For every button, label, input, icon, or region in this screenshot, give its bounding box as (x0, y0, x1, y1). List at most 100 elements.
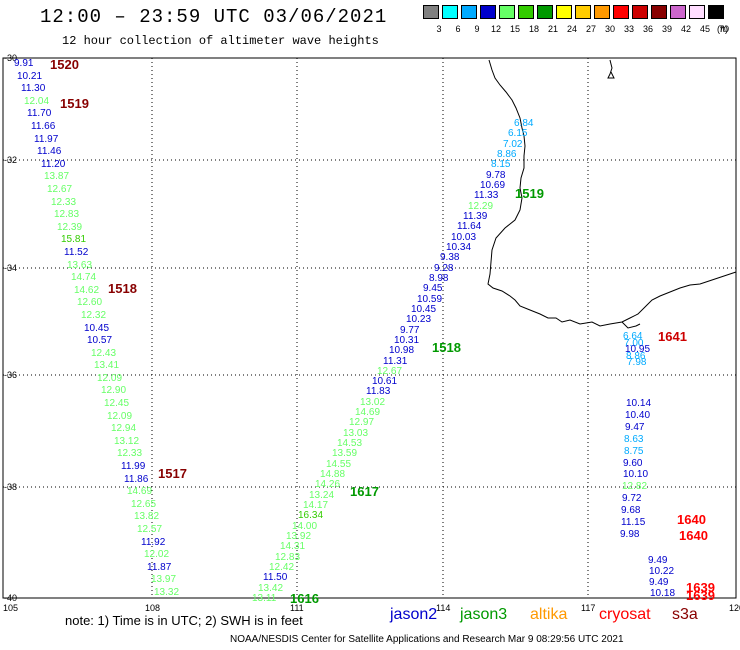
legend-value: 15 (509, 24, 520, 34)
wave-height-value: 13.03 (343, 428, 369, 439)
wave-height-value: 11.46 (37, 146, 62, 157)
satellite-name: jason2 (390, 606, 438, 623)
legend-value: 30 (604, 24, 615, 34)
coastline-inlet (607, 59, 615, 79)
wave-height-value: 10.61 (372, 376, 398, 387)
wave-height-value: 9.45 (423, 283, 443, 294)
wave-height-value: 12.45 (104, 398, 130, 409)
wave-height-value: 11.52 (64, 247, 89, 258)
wave-height-value: 8.86 (497, 149, 517, 160)
credit-line: NOAA/NESDIS Center for Satellite Applica… (230, 634, 624, 645)
wave-height-value: 12.83 (275, 552, 301, 563)
wave-height-value: 9.68 (621, 505, 641, 516)
wave-height-value: 12.09 (97, 373, 123, 384)
wave-height-value: 11.20 (41, 159, 66, 170)
axis-tick-labels: 105 108 111 114 117 120 -30 -32 -34 -36 -38 -40 (3, 53, 740, 613)
wave-height-value: 8.63 (624, 434, 644, 445)
legend-value: 12 (490, 24, 501, 34)
wave-height-value: 12.09 (107, 411, 133, 422)
wave-height-value: 9.38 (440, 252, 460, 263)
lat-tick-label: -32 (4, 155, 17, 165)
legend-swatch (480, 5, 496, 19)
wave-height-value: 12.04 (24, 96, 50, 107)
pass-number: 1519 (60, 96, 89, 111)
wave-height-value: 7.00 (624, 338, 644, 349)
legend-swatch (499, 5, 515, 19)
lon-tick-label: 111 (290, 603, 304, 613)
wave-height-value: 6.64 (623, 331, 643, 342)
wave-height-value: 12.94 (111, 423, 137, 434)
lat-tick-label: -34 (4, 263, 17, 273)
pass-number: 1639 (686, 580, 715, 595)
legend-swatch (537, 5, 553, 19)
pass-number: 1640 (677, 512, 706, 527)
wave-height-value: 6.15 (508, 128, 528, 139)
wave-height-value: 13.97 (151, 574, 177, 585)
wave-height-value: 13.02 (360, 397, 386, 408)
wave-height-value: 13.32 (154, 587, 180, 598)
wave-height-value: 8.75 (624, 446, 644, 457)
wave-height-value: 11.66 (31, 121, 56, 132)
wave-height-value: 13.41 (94, 360, 120, 371)
wave-height-value: 13.59 (332, 448, 358, 459)
wave-height-value: 11.30 (21, 83, 46, 94)
wave-height-value: 10.10 (623, 469, 649, 480)
wave-height-value: 10.69 (480, 180, 506, 191)
legend-swatch (442, 5, 458, 19)
wave-height-value: 11.83 (366, 386, 391, 397)
legend-value: 39 (661, 24, 672, 34)
wave-height-value: 14.17 (303, 500, 329, 511)
legend-value: 27 (585, 24, 596, 34)
wave-height-value: 13.92 (286, 531, 312, 542)
wave-height-value: 12.32 (81, 310, 107, 321)
wave-height-value: 14.88 (320, 469, 346, 480)
wave-height-value: 7.02 (503, 139, 523, 150)
legend-swatch (670, 5, 686, 19)
pass-number: 1518 (108, 281, 137, 296)
wave-height-value: 10.31 (394, 335, 420, 346)
wave-height-value: 12.60 (77, 297, 103, 308)
wave-height-value: 10.23 (406, 314, 432, 325)
legend-swatch (651, 5, 667, 19)
wave-height-value: 11.92 (141, 537, 166, 548)
wave-height-value: 13.11 (252, 593, 277, 604)
legend-value: 24 (566, 24, 577, 34)
wave-height-value: 11.33 (474, 190, 499, 201)
wave-height-value: 10.45 (84, 323, 110, 334)
wave-height-value: 12.67 (47, 184, 73, 195)
wave-height-value: 9.72 (622, 493, 642, 504)
wave-height-value: 11.97 (34, 134, 59, 145)
wave-height-value: 12.82 (622, 481, 648, 492)
wave-height-value: 9.49 (649, 577, 669, 588)
legend-value: 18 (528, 24, 539, 34)
wave-height-value: 12.29 (468, 201, 494, 212)
pass-number: 1616 (290, 591, 319, 606)
wave-height-value: 13.12 (114, 436, 140, 447)
legend-swatch (461, 5, 477, 19)
pass-number: 1520 (50, 57, 79, 72)
wave-height-value: 12.65 (131, 499, 157, 510)
pass-number: 1640 (679, 528, 708, 543)
wave-height-value: 12.33 (117, 448, 143, 459)
legend-swatch (594, 5, 610, 19)
wave-height-value: 10.21 (17, 71, 43, 82)
legend-value: 36 (642, 24, 653, 34)
lat-tick-label: -40 (4, 593, 17, 603)
pass-number: 1517 (158, 466, 187, 481)
wave-height-value: 9.98 (620, 529, 640, 540)
wave-height-value: 9.28 (434, 263, 454, 274)
wave-height-value: 14.69 (127, 486, 153, 497)
lon-tick-label: 108 (145, 603, 160, 613)
wave-height-value: 12.90 (101, 385, 127, 396)
wave-height-value: 8.86 (626, 351, 646, 362)
wave-height-value: 9.91 (14, 58, 34, 69)
wave-height-value: 10.40 (625, 410, 651, 421)
wave-height-value: 13.24 (309, 490, 335, 501)
legend-swatch (423, 5, 439, 19)
satellite-name: altika (530, 606, 568, 623)
wave-height-value: 15.81 (61, 234, 87, 245)
wave-height-value: 9.78 (486, 170, 506, 181)
wave-height-value: 12.39 (57, 222, 83, 233)
wave-height-value: 11.64 (457, 221, 482, 232)
